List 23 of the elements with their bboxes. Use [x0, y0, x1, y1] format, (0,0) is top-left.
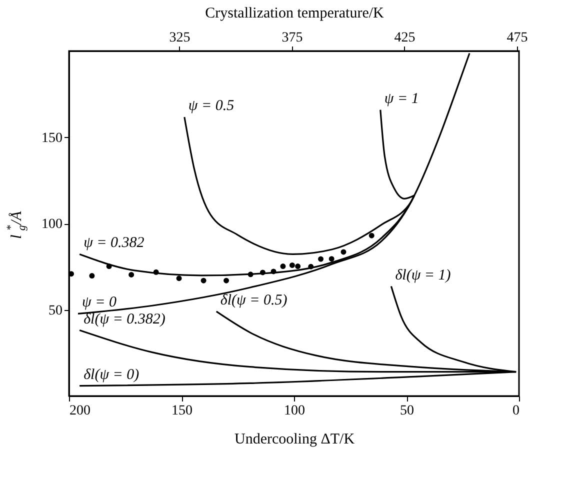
- x2-tick-label: 425: [394, 30, 416, 46]
- series-label: δl(ψ = 0.382): [84, 311, 166, 328]
- series-label: δl(ψ = 0): [84, 366, 140, 383]
- x2-tick-label: 475: [506, 30, 528, 46]
- x-tick-label: 50: [400, 404, 414, 418]
- y-axis-title: lg*/Å: [5, 210, 28, 239]
- x2-axis-title: Crystallization temperature/K: [205, 6, 384, 22]
- y-tick-label: 100: [42, 217, 62, 232]
- x2-tick-label: 325: [169, 30, 190, 46]
- x-tick-label: 150: [172, 404, 192, 418]
- x2-tick-label: 375: [282, 30, 303, 46]
- series-label: δl(ψ = 0.5): [220, 292, 288, 308]
- x-tick-label: 100: [284, 404, 305, 418]
- y-tick-label: 50: [48, 303, 62, 318]
- x-tick-label: 200: [70, 404, 90, 418]
- series-label: ψ = 0: [82, 294, 117, 311]
- x-axis-title: Undercooling ΔT/K: [234, 432, 355, 448]
- series-label: ψ = 0.5: [188, 98, 235, 114]
- x-tick-label: 0: [512, 404, 520, 418]
- series-label: ψ = 1: [384, 90, 419, 107]
- y-tick-label: 150: [42, 130, 62, 146]
- series-label: δl(ψ = 1): [395, 267, 451, 284]
- series-label: ψ = 0.382: [84, 235, 145, 252]
